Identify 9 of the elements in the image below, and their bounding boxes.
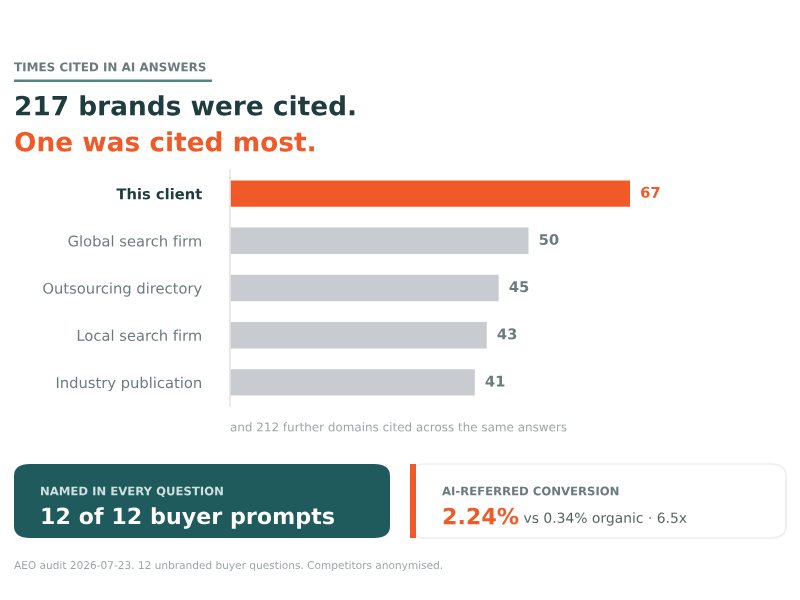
text: 2.24% (443, 507, 519, 525)
bar (230, 274, 499, 302)
bar (230, 369, 475, 396)
bar (230, 321, 487, 349)
text: One was cited most. (15, 131, 314, 152)
chart-subtitle: 217 brands were cited. (16, 95, 355, 116)
text: 12 of 12 buyer prompts (42, 507, 334, 529)
bar (230, 180, 630, 207)
bar (230, 227, 529, 255)
